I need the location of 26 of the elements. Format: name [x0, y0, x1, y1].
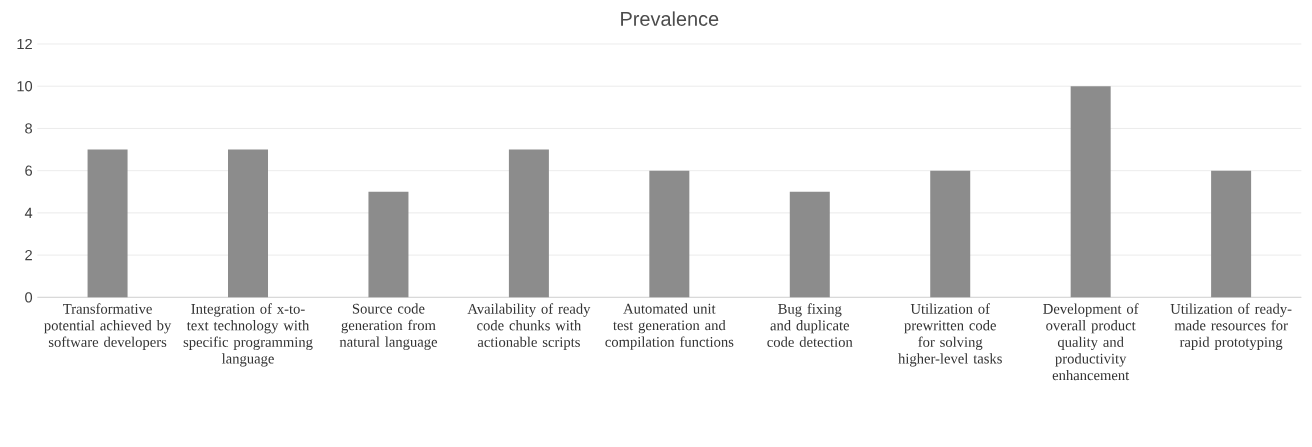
bar: [87, 149, 128, 298]
y-tick-label: 12: [17, 39, 32, 50]
bar: [930, 170, 971, 298]
x-tick-label: Bug fixing and duplicate code detection: [767, 303, 853, 348]
bar: [508, 149, 549, 298]
bar: [1070, 86, 1111, 298]
y-tick-label: 2: [25, 250, 32, 261]
y-tick-label: 0: [25, 292, 33, 303]
x-tick-label: Source code generation from natural language: [339, 303, 438, 351]
y-tick-label: 4: [24, 208, 33, 219]
x-tick-label: Automated unit test generation and compilation functions: [605, 303, 734, 350]
bar: [649, 170, 690, 298]
bar: [1211, 170, 1252, 298]
x-tick-label: Utilization of prewritten code for solving higher-level tasks: [898, 303, 1002, 367]
bar: [789, 191, 830, 298]
x-tick-label: Development of overall product quality and productivity enhancement: [1043, 303, 1139, 381]
x-tick-label: Integration of x-to-text technology with specific programming language: [183, 303, 313, 367]
y-tick-label: 6: [25, 165, 33, 177]
x-tick-label: Transformative potential achieved by software developers: [44, 303, 172, 351]
y-tick-label: 8: [25, 123, 33, 134]
x-tick-label: Utilization of ready-made resources for rapid prototyping: [1170, 303, 1292, 351]
y-tick-label: 10: [17, 81, 33, 92]
chart-title: Prevalence: [621, 11, 719, 27]
x-tick-label: Availability of ready code chunks with actionable scripts: [467, 303, 591, 351]
bar: [228, 149, 269, 298]
bar: [368, 191, 409, 298]
